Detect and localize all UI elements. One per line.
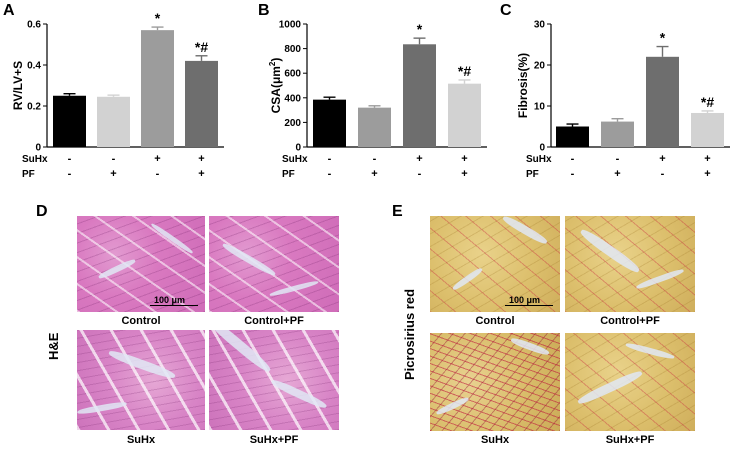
y-tick-label: 20 bbox=[534, 61, 546, 72]
bar bbox=[601, 121, 634, 147]
significance-marker: *# bbox=[458, 63, 471, 79]
pf-sign: - bbox=[328, 168, 332, 180]
y-axis-label: CSA(μm2) bbox=[268, 58, 283, 114]
bar bbox=[97, 96, 130, 147]
suhx-sign: - bbox=[571, 153, 575, 165]
bar bbox=[313, 99, 346, 147]
significance-marker: *# bbox=[701, 94, 714, 110]
significance-marker: * bbox=[155, 10, 161, 26]
bar bbox=[448, 83, 481, 147]
suhx-row-label: SuHx bbox=[22, 154, 48, 165]
ps-caption-suhx-pf: SuHx+PF bbox=[605, 434, 655, 446]
pf-row-label: PF bbox=[282, 169, 295, 180]
suhx-sign: + bbox=[416, 153, 422, 165]
pf-sign: + bbox=[614, 168, 620, 180]
he-control-image bbox=[77, 216, 205, 312]
significance-marker: * bbox=[417, 21, 423, 37]
ps-scale-bar bbox=[505, 305, 553, 306]
he-caption-suhx: SuHx bbox=[126, 434, 156, 446]
suhx-sign: - bbox=[373, 153, 377, 165]
he-caption-suhx-pf: SuHx+PF bbox=[249, 434, 299, 446]
pf-sign: - bbox=[418, 168, 422, 180]
ps-control-pf-image bbox=[565, 216, 695, 312]
suhx-sign: - bbox=[68, 153, 72, 165]
bar bbox=[403, 44, 436, 147]
he-scale-bar bbox=[150, 305, 198, 306]
pf-sign: + bbox=[110, 168, 116, 180]
he-caption-control-pf: Control+PF bbox=[244, 315, 304, 327]
y-tick-label: 400 bbox=[284, 93, 301, 104]
y-tick-label: 0 bbox=[295, 143, 301, 154]
pf-sign: - bbox=[571, 168, 575, 180]
y-tick-label: 30 bbox=[534, 20, 546, 31]
pf-sign: + bbox=[371, 168, 377, 180]
he-control-pf-image bbox=[209, 216, 339, 312]
ps-suhx-pf-image bbox=[565, 333, 695, 431]
suhx-sign: + bbox=[704, 153, 710, 165]
ps-caption-control-pf: Control+PF bbox=[600, 315, 660, 327]
he-stain-label: H&E bbox=[46, 332, 61, 360]
pf-sign: - bbox=[68, 168, 72, 180]
suhx-sign: - bbox=[616, 153, 620, 165]
y-tick-label: 0.6 bbox=[27, 20, 41, 31]
panel-letter-e: E bbox=[392, 203, 403, 220]
bar bbox=[691, 112, 724, 147]
bar bbox=[185, 60, 218, 147]
y-axis-label: Fibrosis(%) bbox=[516, 53, 530, 118]
picrosirius-stain-label: Picrosirius red bbox=[402, 288, 417, 380]
suhx-row-label: SuHx bbox=[526, 154, 552, 165]
bar bbox=[556, 126, 589, 147]
bar bbox=[358, 107, 391, 147]
panel-letter-a: A bbox=[3, 2, 15, 19]
bar bbox=[646, 56, 679, 147]
y-tick-label: 0 bbox=[539, 143, 545, 154]
significance-marker: *# bbox=[195, 39, 208, 55]
pf-row-label: PF bbox=[526, 169, 539, 180]
ps-scale-text: 100 μm bbox=[509, 295, 541, 305]
panel-letter-b: B bbox=[258, 2, 270, 19]
panel-letter-d: D bbox=[36, 203, 48, 220]
suhx-sign: + bbox=[461, 153, 467, 165]
y-axis-label: RV/LV+S bbox=[11, 61, 25, 110]
pf-sign: + bbox=[461, 168, 467, 180]
he-suhx-image bbox=[77, 330, 205, 430]
y-tick-label: 0 bbox=[35, 143, 41, 154]
y-tick-label: 0.4 bbox=[27, 61, 41, 72]
ps-suhx-image bbox=[430, 333, 560, 431]
pf-sign: + bbox=[198, 168, 204, 180]
pf-row-label: PF bbox=[22, 169, 35, 180]
pf-sign: - bbox=[156, 168, 160, 180]
suhx-row-label: SuHx bbox=[282, 154, 308, 165]
bar bbox=[53, 95, 86, 147]
y-tick-label: 1000 bbox=[279, 20, 302, 31]
y-tick-label: 10 bbox=[534, 102, 546, 113]
suhx-sign: + bbox=[659, 153, 665, 165]
y-tick-label: 0.2 bbox=[27, 102, 41, 113]
ps-control-image bbox=[430, 216, 560, 312]
ps-caption-suhx: SuHx bbox=[480, 434, 510, 446]
he-caption-control: Control bbox=[121, 315, 161, 327]
bar bbox=[141, 30, 174, 147]
significance-marker: * bbox=[660, 30, 666, 46]
suhx-sign: + bbox=[154, 153, 160, 165]
he-scale-text: 100 μm bbox=[154, 295, 186, 305]
y-tick-label: 800 bbox=[284, 44, 301, 55]
pf-sign: + bbox=[704, 168, 710, 180]
suhx-sign: - bbox=[328, 153, 332, 165]
y-tick-label: 600 bbox=[284, 69, 301, 80]
suhx-sign: - bbox=[112, 153, 116, 165]
he-suhx-pf-image bbox=[209, 330, 339, 430]
ps-caption-control: Control bbox=[475, 315, 515, 327]
bar-charts: 00.20.40.6RV/LV+S---+*+-*#++SuHxPF020040… bbox=[11, 10, 730, 180]
panel-letter-c: C bbox=[500, 2, 512, 19]
suhx-sign: + bbox=[198, 153, 204, 165]
y-tick-label: 200 bbox=[284, 118, 301, 129]
pf-sign: - bbox=[661, 168, 665, 180]
